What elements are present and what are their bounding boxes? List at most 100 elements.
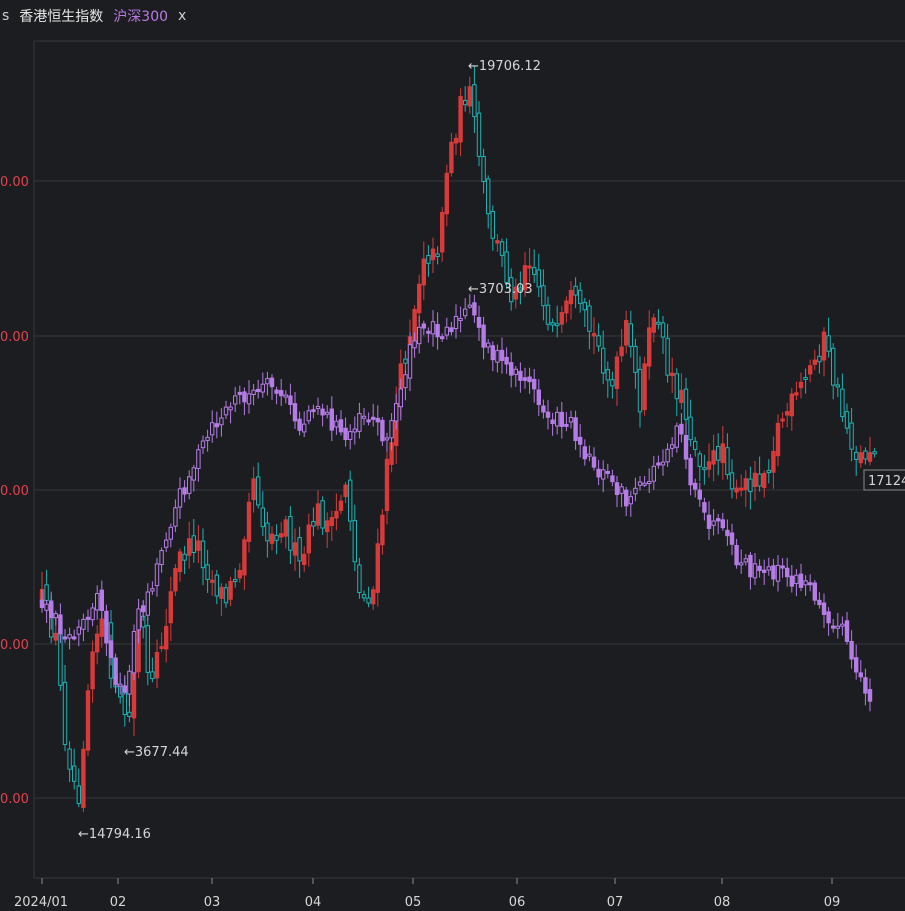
- main-candle-body: [449, 141, 454, 174]
- main-candle-body: [573, 285, 578, 296]
- cmp-candle-body: [389, 420, 394, 439]
- main-candle-body: [762, 472, 767, 489]
- x-tick-label: 06: [509, 895, 526, 910]
- main-candle-body: [495, 240, 500, 244]
- main-candle-body: [62, 681, 68, 745]
- cmp-candle-body: [591, 456, 597, 468]
- cmp-candle-body: [274, 389, 279, 394]
- main-candle-body: [375, 543, 381, 593]
- main-candle-body: [513, 286, 518, 300]
- main-candle-body: [826, 335, 831, 352]
- cmp-candle-body: [426, 330, 431, 334]
- main-candle-body: [486, 178, 491, 215]
- main-candle-body: [550, 322, 555, 326]
- main-candle-body: [840, 388, 845, 418]
- cmp-candle-body: [361, 415, 367, 419]
- cmp-candle-body: [279, 390, 284, 397]
- cmp-candle-body: [463, 308, 468, 317]
- cmp-candle-body: [789, 575, 794, 587]
- main-candle-body: [706, 461, 712, 470]
- cmp-candle-body: [256, 388, 261, 392]
- compare-series-name[interactable]: 沪深300: [113, 9, 169, 25]
- main-candle-body: [688, 416, 693, 441]
- cmp-candle-body: [559, 411, 564, 427]
- cmp-candle-body: [752, 563, 758, 579]
- cmp-candle-body: [302, 423, 307, 433]
- cmp-candle-body: [122, 685, 127, 693]
- cmp-candle-body: [338, 419, 344, 433]
- cmp-candle-body: [407, 344, 413, 379]
- cmp-candle-body: [210, 422, 215, 436]
- main-candle-body: [76, 785, 81, 804]
- main-candle-body: [159, 646, 164, 650]
- main-candle-body: [527, 265, 532, 269]
- cmp-candle-body: [766, 566, 771, 571]
- cmp-candle-body: [481, 324, 486, 348]
- cmp-candle-body: [196, 449, 201, 469]
- main-candle-body: [605, 369, 610, 381]
- main-candle-body: [587, 305, 592, 332]
- cmp-candle-body: [527, 376, 532, 383]
- cmp-candle-body: [541, 405, 546, 413]
- cmp-candle-body: [113, 657, 118, 685]
- y-tick-label: 0.00: [0, 175, 29, 190]
- main-candle-body: [771, 450, 776, 473]
- main-candle-body: [265, 522, 270, 542]
- cmp-candle-body: [582, 446, 587, 460]
- main-candle-body: [329, 517, 335, 527]
- main-candle-body: [559, 312, 564, 325]
- main-candle-body: [430, 248, 436, 261]
- cmp-candle-body: [440, 336, 445, 340]
- main-candle-body: [279, 533, 284, 538]
- main-candle-body: [177, 551, 183, 573]
- main-candle-body: [306, 524, 312, 554]
- cmp-candle-body: [49, 600, 54, 619]
- cmp-candle-body: [674, 425, 679, 448]
- main-candle-body: [568, 289, 574, 305]
- main-candle-body: [757, 473, 762, 487]
- main-candle-body: [716, 445, 721, 461]
- main-candle-body: [509, 277, 514, 303]
- cmp-candle-body: [706, 514, 712, 529]
- remove-compare-button[interactable]: x: [178, 8, 187, 24]
- cmp-candle-body: [798, 573, 804, 588]
- cmp-candle-body: [679, 423, 684, 435]
- main-candle-body: [849, 422, 854, 450]
- main-candle-body: [99, 618, 104, 637]
- cmp-candle-body: [513, 368, 518, 375]
- compare-high-label: ←3703.03: [468, 282, 533, 297]
- main-candle-body: [472, 84, 477, 118]
- cmp-candle-body: [430, 321, 436, 335]
- main-candle-body: [835, 384, 840, 388]
- main-candle-body: [582, 301, 587, 311]
- cmp-candle-body: [403, 374, 408, 389]
- cmp-candle-body: [522, 377, 528, 381]
- cmp-candle-body: [867, 689, 873, 702]
- compare-series-candles: [39, 294, 873, 712]
- y-tick-label: 0.00: [0, 638, 29, 653]
- cmp-candle-body: [794, 574, 799, 585]
- cmp-candle-body: [545, 411, 551, 418]
- cmp-candle-body: [642, 482, 647, 486]
- main-candle-body: [803, 376, 808, 380]
- cmp-candle-body: [90, 607, 95, 621]
- cmp-candle-body: [619, 486, 624, 494]
- main-candle-body: [628, 323, 633, 347]
- main-candle-body: [780, 418, 785, 422]
- chart-legend: s 香港恒生指数 沪深300 x: [0, 0, 905, 32]
- cmp-candle-body: [306, 410, 312, 422]
- cmp-candle-body: [81, 618, 86, 630]
- cmp-candle-body: [637, 481, 643, 486]
- main-candle-body: [72, 765, 77, 782]
- cmp-candle-body: [417, 326, 422, 345]
- main-candle-body: [614, 356, 620, 389]
- cmp-candle-body: [325, 411, 330, 415]
- main-candle-body: [555, 323, 560, 327]
- main-candle-body: [292, 542, 298, 556]
- cmp-candle-body: [205, 436, 210, 441]
- cmp-candle-body: [421, 323, 427, 329]
- cmp-candle-body: [265, 378, 270, 385]
- cmp-candle-body: [150, 588, 155, 592]
- cmp-candle-body: [748, 554, 753, 578]
